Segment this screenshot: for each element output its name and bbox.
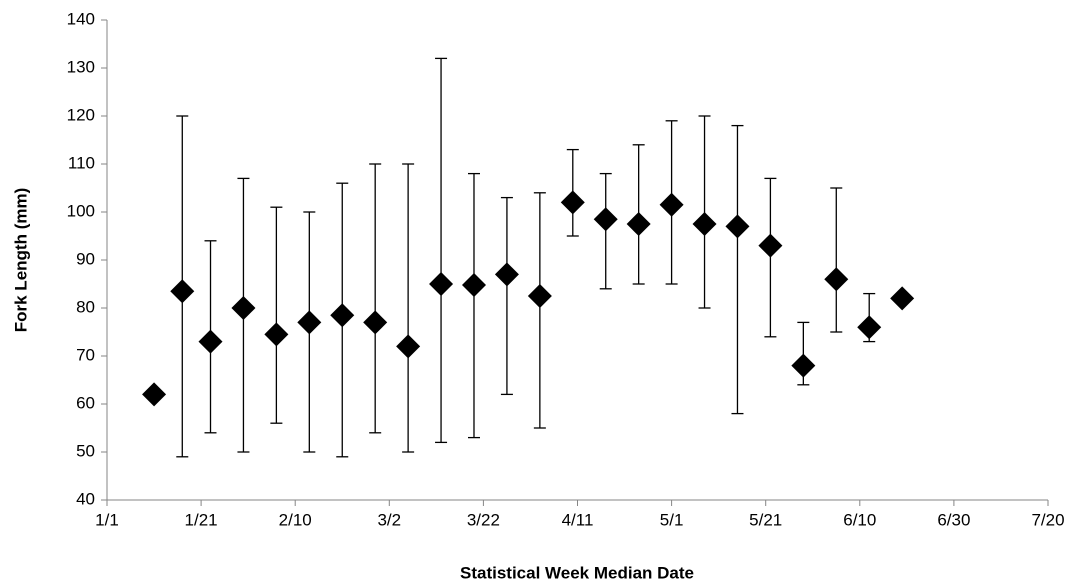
y-tick-label: 40 bbox=[76, 489, 95, 508]
point bbox=[758, 233, 783, 258]
point bbox=[527, 284, 552, 308]
x-tick-label: 6/30 bbox=[937, 510, 970, 529]
point bbox=[429, 272, 454, 296]
y-tick-label: 90 bbox=[76, 249, 95, 268]
x-tick-label: 6/10 bbox=[843, 510, 876, 529]
point bbox=[297, 310, 322, 335]
point bbox=[330, 303, 355, 328]
y-tick-label: 110 bbox=[68, 153, 95, 172]
point bbox=[593, 207, 618, 232]
point bbox=[725, 214, 750, 239]
x-tick-label: 1/1 bbox=[95, 510, 119, 529]
point bbox=[494, 262, 519, 287]
y-axis-title: Fork Length (mm) bbox=[11, 188, 30, 333]
y-tick-label: 130 bbox=[67, 57, 95, 76]
x-tick-label: 2/10 bbox=[279, 510, 312, 529]
point bbox=[396, 334, 421, 359]
point bbox=[461, 272, 486, 297]
point bbox=[560, 190, 585, 215]
point bbox=[363, 310, 388, 335]
point bbox=[170, 279, 195, 304]
x-tick-label: 3/22 bbox=[467, 510, 500, 529]
x-tick-label: 4/11 bbox=[562, 510, 594, 529]
point bbox=[198, 329, 223, 354]
point bbox=[659, 192, 684, 217]
x-tick-label: 5/21 bbox=[749, 510, 782, 529]
x-axis-title: Statistical Week Median Date bbox=[460, 563, 694, 582]
y-tick-label: 140 bbox=[67, 9, 95, 28]
y-tick-label: 50 bbox=[76, 441, 95, 460]
point bbox=[142, 382, 167, 407]
y-tick-label: 100 bbox=[67, 201, 95, 220]
x-tick-label: 1/21 bbox=[185, 510, 218, 529]
y-tick-label: 80 bbox=[76, 297, 95, 316]
x-tick-label: 3/2 bbox=[377, 510, 401, 529]
y-tick-label: 70 bbox=[76, 345, 95, 364]
point bbox=[626, 212, 651, 236]
point bbox=[264, 322, 289, 347]
point bbox=[890, 286, 915, 311]
y-tick-label: 120 bbox=[67, 105, 95, 124]
point bbox=[791, 353, 816, 378]
point bbox=[692, 212, 717, 236]
x-tick-label: 7/20 bbox=[1031, 510, 1064, 529]
point bbox=[857, 315, 882, 340]
y-tick-label: 60 bbox=[76, 393, 95, 412]
point bbox=[231, 296, 256, 320]
x-tick-label: 5/1 bbox=[660, 510, 684, 529]
point bbox=[824, 267, 849, 292]
